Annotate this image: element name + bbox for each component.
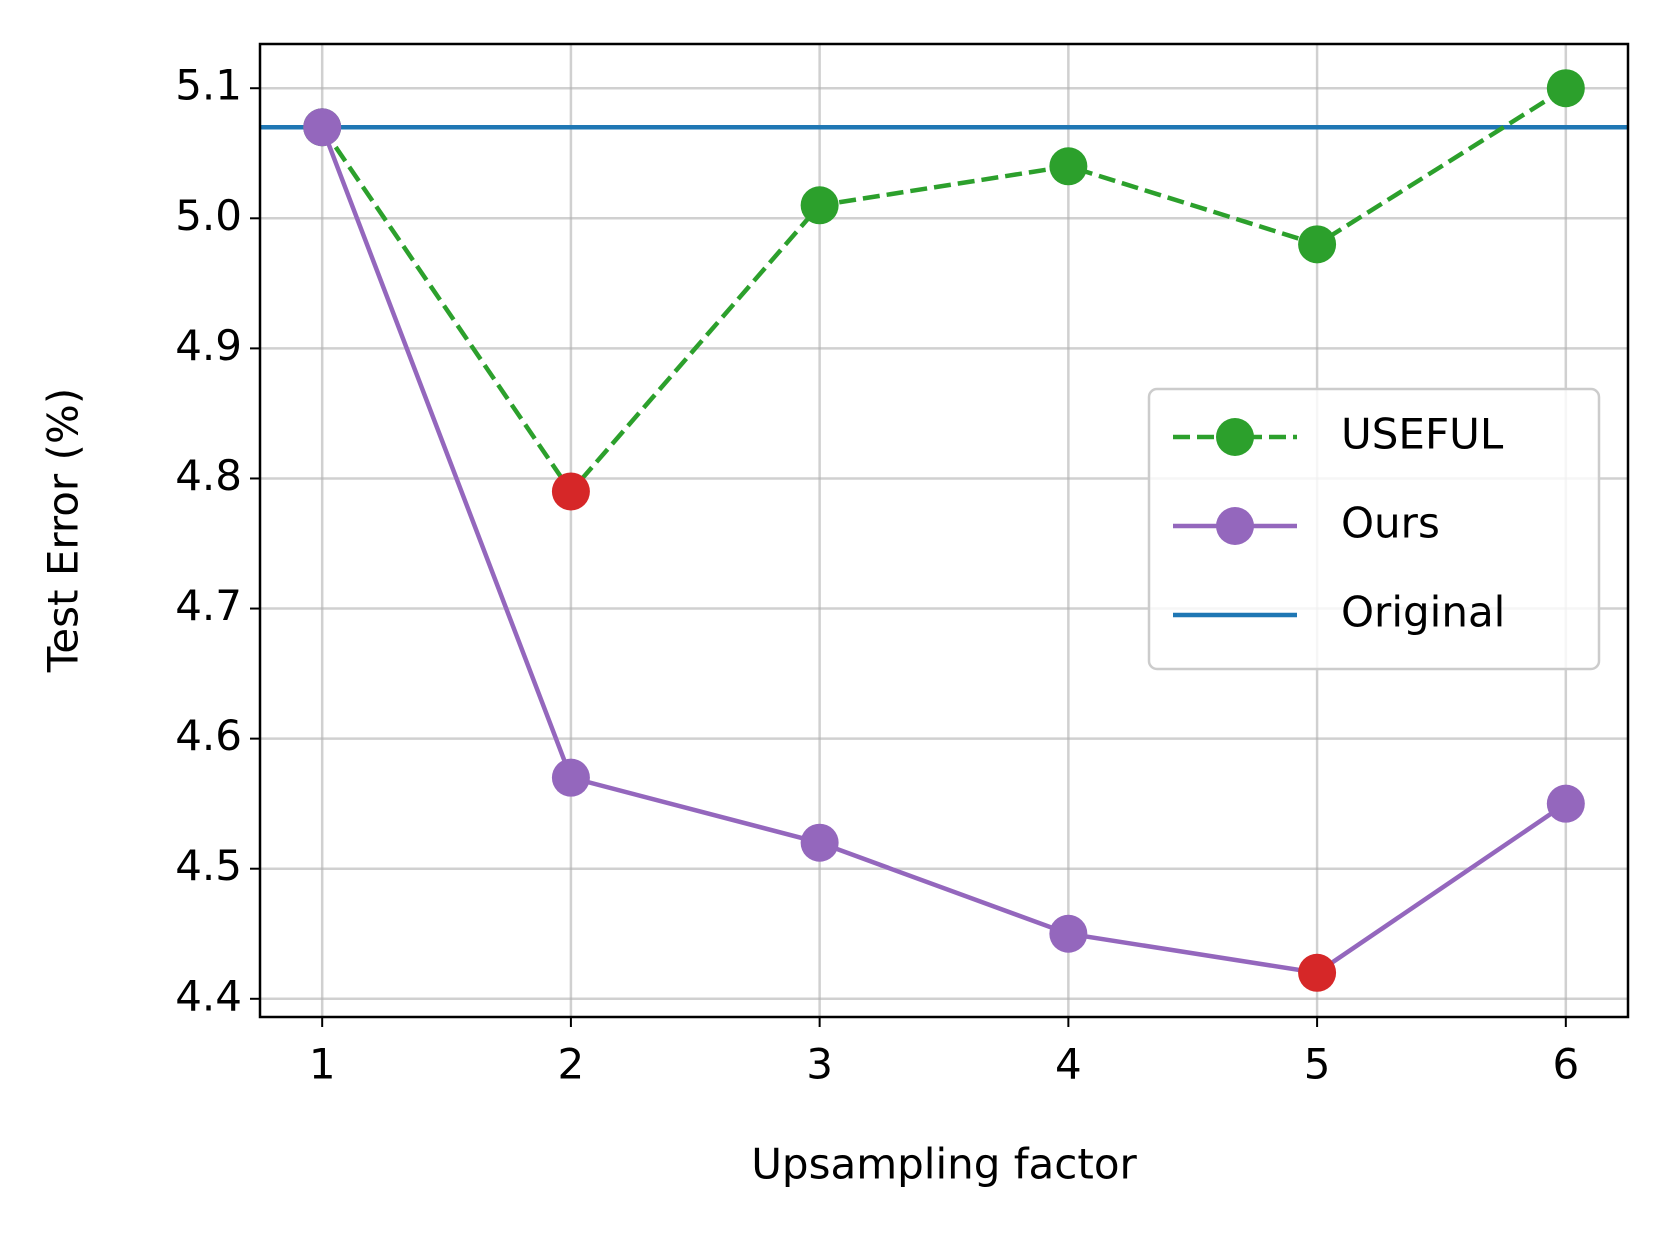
data-point — [1298, 225, 1337, 264]
series-line — [320, 86, 1568, 496]
data-point — [1049, 914, 1088, 953]
x-tick-label: 2 — [558, 1040, 585, 1089]
series-line — [320, 126, 1568, 976]
x-tick-label: 6 — [1552, 1040, 1579, 1089]
legend-label: USEFUL — [1341, 410, 1504, 459]
data-point — [1049, 147, 1088, 186]
x-tick-label: 4 — [1055, 1040, 1082, 1089]
data-point — [800, 186, 839, 225]
legend-label: Ours — [1341, 499, 1440, 548]
y-tick-label: 5.0 — [175, 191, 242, 240]
legend-label: Original — [1341, 588, 1505, 637]
data-point — [800, 823, 839, 862]
legend: USEFUL Ours Original — [1147, 387, 1601, 671]
data-point — [551, 472, 590, 511]
legend-marker — [1216, 418, 1254, 456]
data-point — [1546, 69, 1585, 108]
y-tick-label: 4.5 — [175, 841, 242, 890]
y-tick-label: 4.7 — [175, 581, 242, 630]
y-tick-label: 5.1 — [175, 61, 242, 110]
x-tick-label: 5 — [1304, 1040, 1331, 1089]
y-tick-label: 4.6 — [175, 711, 242, 760]
data-point — [1546, 784, 1585, 823]
y-tick-label: 4.4 — [175, 971, 242, 1020]
data-point — [1298, 953, 1337, 992]
x-axis-label: Upsampling factor — [751, 1140, 1137, 1189]
y-tick-label: 4.9 — [175, 321, 242, 370]
x-tick-label: 1 — [309, 1040, 336, 1089]
x-tick-label: 3 — [806, 1040, 833, 1089]
y-tick-label: 4.8 — [175, 451, 242, 500]
data-point — [303, 108, 342, 147]
plot-frame — [258, 42, 1630, 1019]
y-axis-label: Test Error (%) — [39, 388, 88, 673]
legend-box — [1147, 387, 1601, 671]
legend-marker — [1216, 507, 1254, 545]
data-point — [551, 758, 590, 797]
